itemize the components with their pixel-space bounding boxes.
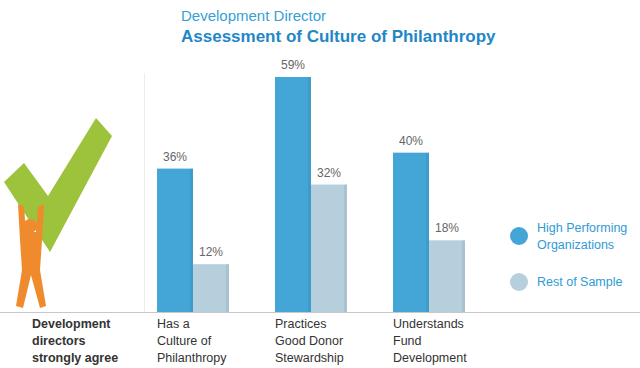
bar bbox=[193, 264, 229, 312]
legend-label: Rest of Sample bbox=[537, 275, 623, 289]
data-label: 18% bbox=[435, 221, 459, 235]
bar-shade bbox=[190, 169, 193, 312]
bar-shade bbox=[344, 185, 347, 312]
bar-shade bbox=[462, 240, 465, 312]
data-label: 59% bbox=[281, 58, 305, 72]
legend-label: High PerformingOrganizations bbox=[537, 221, 627, 252]
data-label: 32% bbox=[317, 166, 341, 180]
category-label: Has aCulture ofPhilanthropy bbox=[157, 317, 227, 365]
bar bbox=[275, 77, 311, 312]
subtitle: Development Director bbox=[181, 7, 326, 24]
category-label: PracticesGood DonorStewardship bbox=[275, 317, 344, 365]
decoration bbox=[4, 118, 112, 308]
bar bbox=[157, 169, 193, 312]
person-body bbox=[16, 204, 46, 308]
title: Assessment of Culture of Philanthropy bbox=[181, 27, 496, 46]
legend: High PerformingOrganizations Rest of Samp… bbox=[510, 221, 627, 291]
bar-shade bbox=[426, 153, 429, 312]
bar bbox=[311, 185, 347, 312]
chart: Development Director Assessment of Cultur… bbox=[0, 0, 640, 368]
data-labels: 36% 59% 40% 12% 32% 18% bbox=[163, 58, 459, 259]
bar bbox=[429, 240, 465, 312]
data-label: 36% bbox=[163, 150, 187, 164]
y-axis bbox=[144, 73, 145, 312]
annotation: Developmentdirectorsstrongly agree bbox=[32, 317, 118, 365]
bar-shade bbox=[308, 77, 311, 312]
category-label: UnderstandsFundDevelopment bbox=[393, 317, 467, 365]
data-label: 12% bbox=[199, 245, 223, 259]
legend-swatch bbox=[510, 227, 528, 245]
x-axis bbox=[0, 312, 640, 313]
data-label: 40% bbox=[399, 134, 423, 148]
bar bbox=[393, 153, 429, 312]
bar-shade bbox=[226, 264, 229, 312]
bars bbox=[157, 77, 465, 312]
legend-swatch bbox=[510, 273, 528, 291]
